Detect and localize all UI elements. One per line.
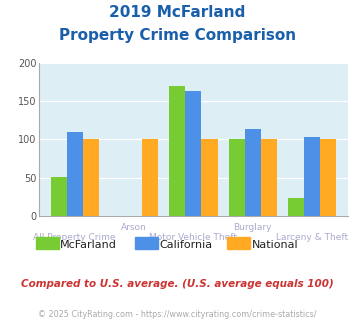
Bar <box>51 177 67 216</box>
Text: Arson: Arson <box>121 223 147 232</box>
Text: All Property Crime: All Property Crime <box>33 233 116 242</box>
Bar <box>304 137 320 216</box>
Text: National: National <box>252 240 299 250</box>
Bar <box>229 139 245 216</box>
Bar <box>288 198 304 216</box>
Bar <box>67 132 83 216</box>
Text: California: California <box>160 240 213 250</box>
Bar <box>185 91 202 216</box>
Text: Burglary: Burglary <box>234 223 272 232</box>
Bar <box>320 139 336 216</box>
Text: Motor Vehicle Theft: Motor Vehicle Theft <box>149 233 237 242</box>
Text: Property Crime Comparison: Property Crime Comparison <box>59 28 296 43</box>
Text: Compared to U.S. average. (U.S. average equals 100): Compared to U.S. average. (U.S. average … <box>21 279 334 289</box>
Bar <box>142 139 158 216</box>
Text: McFarland: McFarland <box>60 240 117 250</box>
Bar <box>169 86 185 216</box>
Text: © 2025 CityRating.com - https://www.cityrating.com/crime-statistics/: © 2025 CityRating.com - https://www.city… <box>38 310 317 319</box>
Bar <box>245 129 261 216</box>
Bar <box>83 139 99 216</box>
Bar <box>261 139 277 216</box>
Text: Larceny & Theft: Larceny & Theft <box>276 233 348 242</box>
Bar <box>202 139 218 216</box>
Text: 2019 McFarland: 2019 McFarland <box>109 5 246 20</box>
